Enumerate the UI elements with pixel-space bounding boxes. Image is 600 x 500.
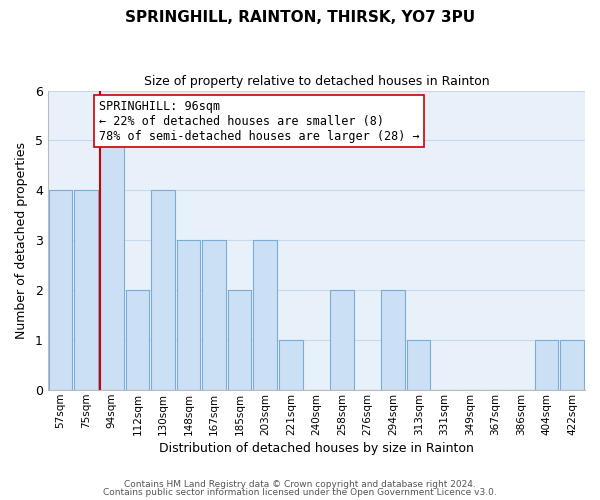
Text: SPRINGHILL, RAINTON, THIRSK, YO7 3PU: SPRINGHILL, RAINTON, THIRSK, YO7 3PU [125, 10, 475, 25]
Bar [279, 340, 302, 390]
Bar [382, 290, 405, 390]
Bar [560, 340, 584, 390]
Bar [228, 290, 251, 390]
Bar [125, 290, 149, 390]
Text: Contains public sector information licensed under the Open Government Licence v3: Contains public sector information licen… [103, 488, 497, 497]
Title: Size of property relative to detached houses in Rainton: Size of property relative to detached ho… [143, 75, 489, 88]
Bar [202, 240, 226, 390]
Bar [253, 240, 277, 390]
Bar [49, 190, 73, 390]
Y-axis label: Number of detached properties: Number of detached properties [15, 142, 28, 339]
Text: Contains HM Land Registry data © Crown copyright and database right 2024.: Contains HM Land Registry data © Crown c… [124, 480, 476, 489]
Bar [535, 340, 559, 390]
Bar [151, 190, 175, 390]
Bar [100, 140, 124, 390]
X-axis label: Distribution of detached houses by size in Rainton: Distribution of detached houses by size … [159, 442, 474, 455]
Bar [177, 240, 200, 390]
Bar [330, 290, 354, 390]
Bar [74, 190, 98, 390]
Text: SPRINGHILL: 96sqm
← 22% of detached houses are smaller (8)
78% of semi-detached : SPRINGHILL: 96sqm ← 22% of detached hous… [99, 100, 419, 142]
Bar [407, 340, 430, 390]
